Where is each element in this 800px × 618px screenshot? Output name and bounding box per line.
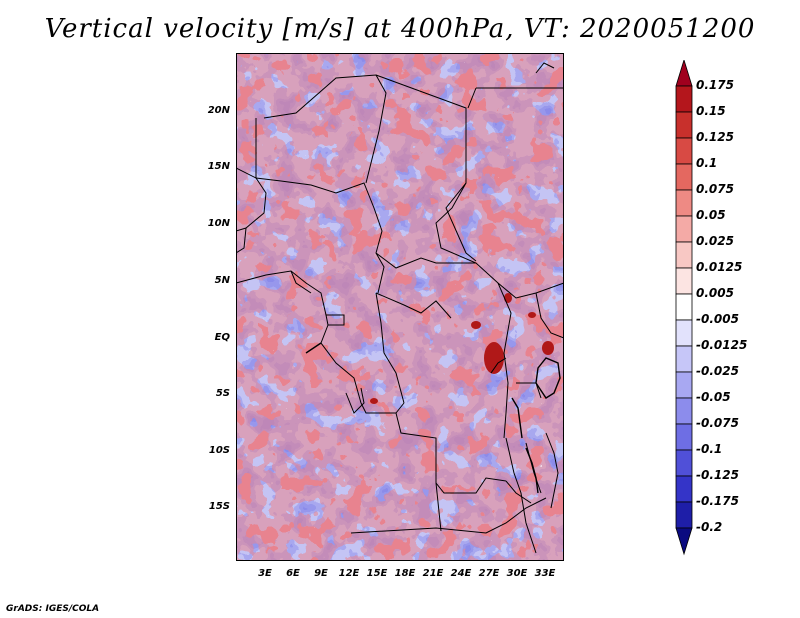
lon-label-27e: 27E (478, 568, 500, 579)
colorbar-label: -0.05 (696, 390, 731, 404)
lon-label-15e: 15E (366, 568, 388, 579)
lat-label-5s: 5S (215, 388, 230, 399)
colorbar-box (675, 137, 693, 165)
lat-label-15s: 15S (208, 501, 230, 512)
lat-label-15n: 15N (207, 161, 230, 172)
lon-label-3e: 3E (258, 568, 272, 579)
colorbar-label: 0.15 (696, 104, 726, 118)
colorbar-label: 0.025 (696, 234, 734, 248)
colorbar-boxes (675, 60, 693, 556)
colorbar-box (675, 163, 693, 191)
coastlines-lakes (305, 342, 561, 494)
colorbar-box (675, 345, 693, 373)
colorbar-box (675, 85, 693, 113)
colorbar-cap-bottom (675, 527, 693, 556)
colorbar-box (675, 501, 693, 529)
colorbar-box (675, 423, 693, 451)
lat-label-5n: 5N (214, 275, 230, 286)
lon-label-12e: 12E (338, 568, 360, 579)
lon-label-18e: 18E (394, 568, 416, 579)
colorbar-box (675, 241, 693, 269)
colorbar-box (675, 267, 693, 295)
colorbar-label: -0.1 (696, 442, 723, 456)
lat-label-10n: 10N (207, 218, 230, 229)
colorbar-label: 0.0125 (696, 260, 743, 274)
colorbar-label: -0.125 (696, 468, 739, 482)
colorbar-label: -0.005 (696, 312, 739, 326)
lon-label-33e: 33E (534, 568, 556, 579)
map-frame (236, 53, 564, 561)
lon-label-21e: 21E (422, 568, 444, 579)
colorbar-box (675, 319, 693, 347)
colorbar-box (675, 475, 693, 503)
lat-label-eq: EQ (214, 332, 230, 343)
colorbar-box (675, 449, 693, 477)
chart-title: Vertical velocity [m/s] at 400hPa, VT: 2… (44, 14, 756, 44)
colorbar-label: -0.0125 (696, 338, 748, 352)
colorbar (675, 60, 693, 556)
colorbar-label: -0.2 (696, 520, 723, 534)
lon-label-30e: 30E (506, 568, 528, 579)
colorbar-label: 0.005 (696, 286, 734, 300)
colorbar-box (675, 293, 693, 321)
colorbar-label: 0.125 (696, 130, 734, 144)
colorbar-label: 0.075 (696, 182, 734, 196)
colorbar-box (675, 189, 693, 217)
colorbar-box (675, 111, 693, 139)
country-borders (236, 62, 564, 554)
lat-label-10s: 10S (208, 445, 230, 456)
lon-label-9e: 9E (314, 568, 328, 579)
colorbar-label: -0.075 (696, 416, 739, 430)
map-canvas (236, 53, 564, 561)
colorbar-box (675, 397, 693, 425)
strong-updraft-cells (370, 293, 554, 404)
colorbar-box (675, 371, 693, 399)
colorbar-label: -0.025 (696, 364, 739, 378)
footer-credit: GrADS: IGES/COLA (6, 604, 100, 614)
lat-label-20n: 20N (207, 105, 230, 116)
colorbar-label: -0.175 (696, 494, 739, 508)
lon-label-6e: 6E (286, 568, 300, 579)
colorbar-label: 0.175 (696, 78, 734, 92)
colorbar-label: 0.05 (696, 208, 726, 222)
field-neutral-layer (236, 53, 564, 561)
colorbar-label: 0.1 (696, 156, 718, 170)
colorbar-cap-top (675, 60, 693, 87)
vertical-velocity-map (236, 53, 564, 561)
lon-label-24e: 24E (450, 568, 472, 579)
colorbar-box (675, 215, 693, 243)
